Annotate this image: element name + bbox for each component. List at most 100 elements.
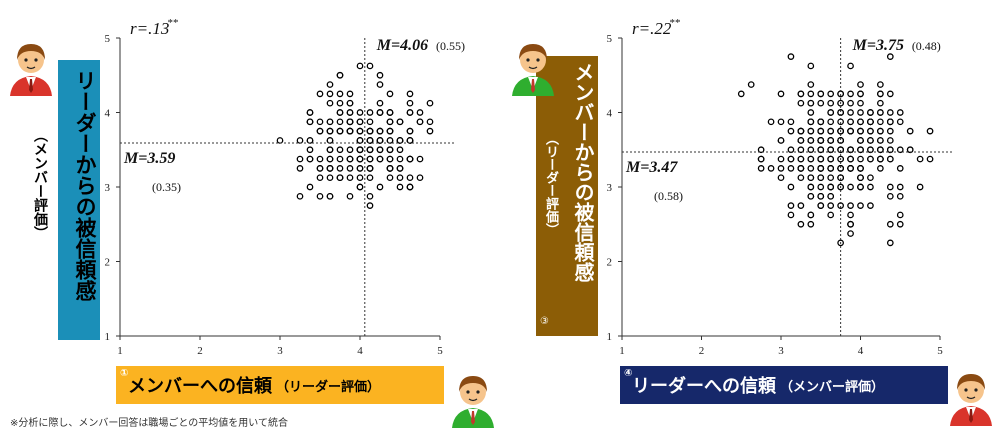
data-point — [857, 146, 864, 154]
data-point — [366, 146, 374, 154]
data-point — [376, 155, 384, 163]
data-point — [396, 155, 404, 163]
data-point — [807, 118, 815, 126]
data-point — [867, 183, 874, 191]
data-point — [777, 165, 785, 172]
data-point — [847, 99, 854, 107]
data-point — [896, 192, 904, 200]
data-point — [886, 239, 894, 247]
y-tick-label: 2 — [105, 257, 111, 269]
data-point — [747, 81, 755, 88]
data-point — [817, 155, 825, 163]
data-point — [396, 183, 404, 191]
data-point — [787, 202, 795, 209]
data-point — [416, 109, 424, 116]
data-point — [396, 146, 404, 154]
data-point — [336, 90, 344, 98]
data-point — [767, 165, 775, 172]
right-y-axis-subtitle: （リーダー評価） — [543, 132, 558, 236]
data-point — [376, 109, 384, 116]
data-point — [817, 192, 825, 200]
data-point — [346, 127, 354, 135]
data-point — [336, 174, 344, 182]
data-point — [787, 165, 795, 172]
x-tick-label: 3 — [778, 345, 784, 357]
data-point — [296, 137, 304, 144]
data-point — [386, 137, 394, 144]
data-point — [807, 62, 815, 70]
data-point — [386, 127, 394, 135]
data-point — [346, 118, 354, 126]
data-point — [896, 183, 904, 191]
data-point — [807, 81, 815, 88]
leader-avatar-icon — [950, 374, 992, 426]
data-point — [366, 137, 374, 144]
data-point — [346, 192, 354, 200]
data-point — [356, 155, 364, 163]
data-point — [886, 53, 894, 60]
data-point — [797, 99, 805, 107]
data-point — [886, 192, 894, 200]
data-point — [787, 53, 795, 60]
right-x-axis-label: ④ リーダーへの信頼 （メンバー評価） — [620, 366, 948, 404]
y-tick-label: 1 — [607, 331, 613, 343]
data-point — [847, 220, 854, 228]
data-point — [817, 146, 825, 154]
data-point — [296, 192, 304, 200]
right-y-badge: ③ — [540, 316, 549, 327]
y-tick-label: 4 — [105, 108, 111, 120]
leader-avatar-icon — [10, 44, 52, 96]
x-tick-label: 2 — [197, 345, 203, 357]
data-point — [316, 127, 324, 135]
data-point — [336, 99, 344, 107]
data-point — [426, 118, 434, 126]
data-point — [877, 109, 884, 116]
data-point — [877, 99, 884, 107]
y-tick-label: 3 — [105, 182, 111, 194]
data-point — [777, 118, 785, 126]
data-point — [867, 118, 874, 126]
data-point — [867, 109, 874, 116]
data-point — [316, 174, 324, 182]
data-point — [376, 146, 384, 154]
x-tick-label: 3 — [277, 345, 283, 357]
data-point — [847, 165, 854, 172]
data-point — [356, 146, 364, 154]
data-point — [406, 90, 414, 98]
data-point — [326, 127, 334, 135]
data-point — [827, 192, 835, 200]
left-x-axis-subtitle: （リーダー評価） — [276, 379, 381, 395]
data-point — [316, 192, 324, 200]
data-point — [326, 118, 334, 126]
data-point — [906, 127, 914, 135]
correlation-label: r=.22 — [632, 19, 672, 38]
data-point — [847, 127, 854, 135]
data-point — [306, 146, 314, 154]
data-point — [346, 174, 354, 182]
data-point — [777, 174, 785, 182]
data-point — [777, 155, 785, 163]
data-point — [276, 137, 284, 144]
data-point — [847, 202, 854, 209]
data-point — [807, 137, 815, 144]
data-point — [356, 109, 364, 116]
data-point — [336, 71, 344, 79]
data-point — [396, 174, 404, 182]
sd-x-label: (0.55) — [436, 39, 465, 53]
data-point — [827, 137, 835, 144]
data-point — [406, 174, 414, 182]
data-point — [396, 118, 404, 126]
data-point — [376, 127, 384, 135]
data-point — [886, 127, 894, 135]
left-x-axis-label: ① メンバーへの信頼 （リーダー評価） — [116, 366, 444, 404]
right-x-badge: ④ — [624, 368, 633, 379]
data-point — [386, 174, 394, 182]
data-point — [326, 165, 334, 172]
data-point — [886, 220, 894, 228]
data-point — [356, 174, 364, 182]
data-point — [346, 99, 354, 107]
data-point — [857, 155, 864, 163]
data-point — [817, 174, 825, 182]
data-point — [366, 109, 374, 116]
data-point — [376, 137, 384, 144]
